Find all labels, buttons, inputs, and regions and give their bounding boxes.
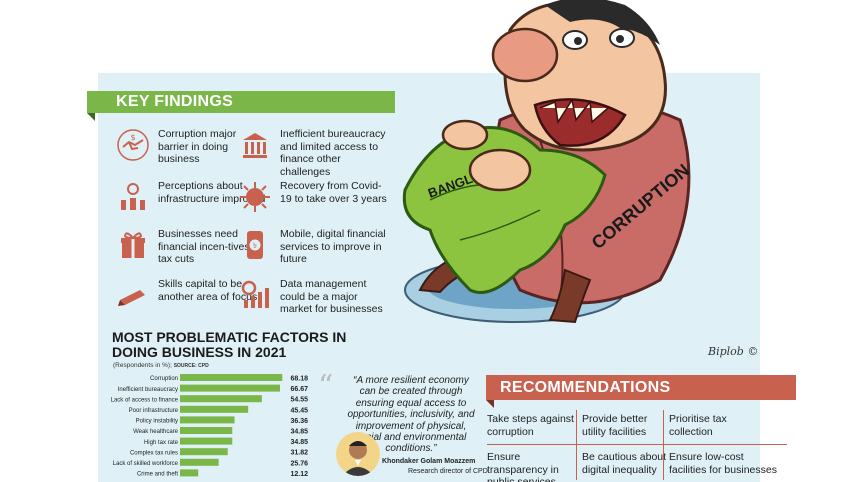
divider [663, 410, 664, 480]
finding-item: Recovery from Covid-19 to take over 3 ye… [238, 180, 388, 214]
quote-author-name: Khondaker Golam Moazzem [382, 458, 476, 465]
value-label: 25.76 [290, 460, 308, 467]
bar [180, 405, 249, 413]
virus-icon [240, 182, 270, 212]
category-label: Corruption [150, 376, 178, 382]
finding-text: Recovery from Covid-19 to take over 3 ye… [280, 180, 387, 205]
svg-text:৳: ৳ [253, 241, 257, 250]
finding-text: Businesses need financial incen-tives, t… [158, 228, 253, 265]
quote-mark-icon: “ [318, 369, 334, 404]
bar [180, 374, 283, 381]
finding-item: ৳ Mobile, digital financial services to … [238, 228, 388, 266]
infrastructure-icon [121, 183, 145, 210]
recommendations-title: RECOMMENDATIONS [500, 379, 671, 396]
category-label: Policy instability [136, 419, 178, 425]
bar-chart: Corruption 68.18 Inefficient bureaucracy 66… [111, 374, 308, 478]
finding-item: Skills capital to be another area of foc… [116, 278, 266, 312]
category-label: High tax rate [144, 440, 179, 446]
chart-title: MOST PROBLEMATIC FACTORS IN DOING BUSINE… [112, 329, 347, 360]
recommendation-item: Be cautious about digital inequality [582, 451, 667, 476]
gift-box-icon [121, 232, 145, 258]
category-label: Crime and theft [137, 472, 178, 478]
value-label: 68.18 [290, 376, 308, 383]
value-label: 45.45 [290, 407, 308, 414]
recommendation-item: Provide better utility facilities [582, 413, 648, 438]
category-label: Poor infrastructure [129, 408, 179, 414]
category-label: Complex tax rules [130, 450, 178, 456]
divider [576, 410, 577, 480]
finding-item: Inefficient bureaucracy and limited acce… [238, 128, 388, 178]
value-label: 31.82 [290, 450, 308, 457]
bar [180, 384, 281, 392]
bar [180, 395, 262, 403]
corruption-cartoon-illustration: BANGLADESH CORRUPTION [402, 0, 693, 324]
svg-text:$: $ [130, 133, 135, 142]
chart-subtitle: (Respondents in %); SOURCE: CPD [113, 362, 209, 369]
finding-text: Data management could be a major market … [280, 278, 383, 315]
recommendations-banner [486, 375, 796, 400]
cartoonist-signature: Biplob © [708, 345, 759, 358]
category-label: Lack of access to finance [111, 397, 179, 403]
divider [487, 444, 787, 445]
category-label: Lack of skilled workforce [113, 461, 179, 467]
category-label: Inefficient bureaucracy [118, 387, 178, 393]
finding-item: $ Corruption major barrier in doing busi… [116, 128, 266, 166]
portrait-avatar [336, 432, 380, 476]
recommendation-item: Prioritise tax collection [669, 413, 727, 438]
bar [180, 416, 235, 424]
chart-source: SOURCE: CPD [173, 363, 209, 369]
recommendation-item: Ensure transparency in public services [487, 451, 559, 482]
recommendation-item: Take steps against corruption [487, 413, 574, 438]
key-findings-banner [87, 91, 395, 113]
finding-item: Businesses need financial incen-tives, t… [116, 228, 266, 266]
value-label: 66.67 [290, 386, 308, 393]
data-chart-icon [241, 280, 269, 308]
category-label: Weak healthcare [133, 429, 179, 435]
finding-text: Skills capital to be another area of foc… [158, 278, 258, 303]
key-findings-title: KEY FINDINGS [116, 93, 234, 110]
finding-item: Perceptions about infrastructure improve… [116, 180, 266, 214]
chart-subtitle-text: (Respondents in %); [113, 362, 172, 369]
pencil-icon [118, 290, 145, 306]
government-building-icon [243, 133, 267, 158]
bar [180, 437, 233, 445]
finding-item: Data management could be a major market … [238, 278, 388, 316]
recommendation-item: Ensure low-cost facilities for businesse… [669, 451, 777, 476]
value-label: 36.36 [290, 418, 308, 425]
value-label: 12.12 [290, 471, 308, 478]
bar [180, 448, 228, 456]
finding-text: Perceptions about infrastructure improve… [158, 180, 266, 205]
value-label: 34.85 [290, 429, 308, 436]
bar [180, 469, 199, 477]
finding-text: Mobile, digital financial services to im… [280, 228, 386, 265]
quote-text: “A more resilient economy can be created… [347, 375, 475, 455]
quote-author-role: Research director of CPD [408, 468, 488, 475]
finding-text: Inefficient bureaucracy and limited acce… [280, 128, 386, 178]
bar [180, 458, 219, 466]
mobile-taka-icon: ৳ [247, 231, 263, 259]
bar [180, 427, 233, 434]
value-label: 54.55 [290, 397, 308, 404]
finding-text: Corruption major barrier in doing busine… [158, 128, 237, 165]
handshake-money-icon: $ [117, 129, 149, 161]
banner-fold [87, 113, 95, 121]
value-label: 34.85 [290, 439, 308, 446]
banner-fold [486, 400, 494, 408]
quote-body: A more resilient economy can be created … [347, 375, 475, 455]
